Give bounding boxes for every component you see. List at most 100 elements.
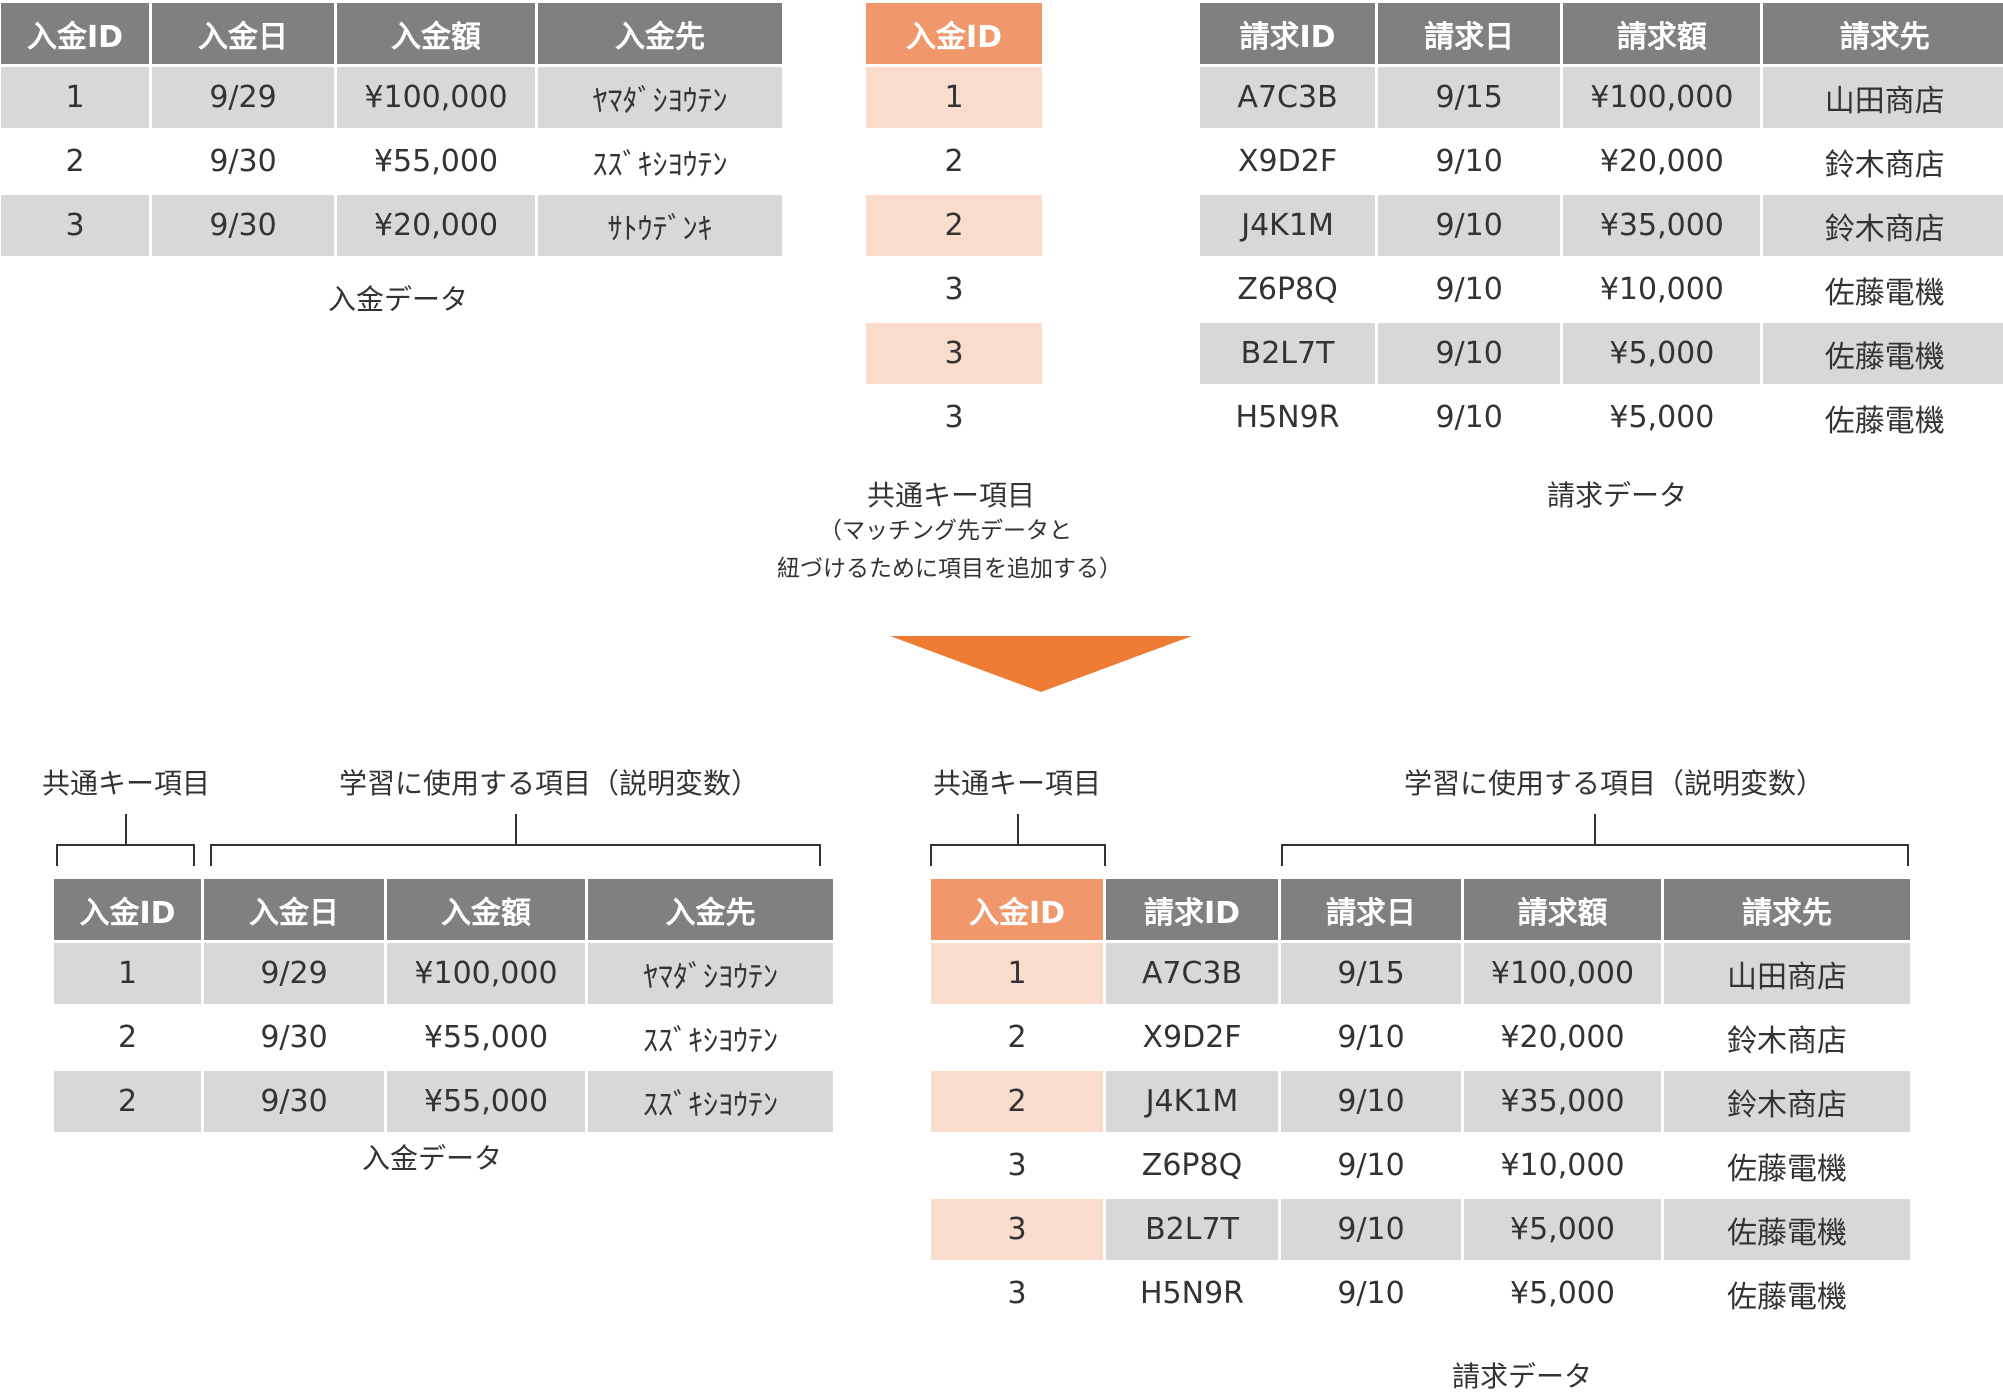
bottom-invoice-table: 入金ID 請求ID 請求日 請求額 請求先 1 A7C3B 9/15 ¥100,… <box>928 876 1913 1327</box>
bottom-invoice-features-label: 学習に使用する項目（説明変数） <box>1404 767 1825 800</box>
table-row: 3 Z6P8Q 9/10 ¥10,000 佐藤電機 <box>931 1135 1910 1196</box>
column-header: 請求先 <box>1763 3 2003 64</box>
table-cell: ﾔﾏﾀﾞｼﾖｳﾃﾝ <box>538 67 782 128</box>
table-cell: 9/29 <box>204 943 384 1004</box>
table-cell: 3 <box>1 195 149 256</box>
table-cell: 鈴木商店 <box>1664 1007 1910 1068</box>
table-cell: ¥55,000 <box>337 131 535 192</box>
table-row: 2 9/30 ¥55,000 ｽｽﾞｷｼﾖｳﾃﾝ <box>54 1007 833 1068</box>
table-cell: ¥55,000 <box>387 1007 585 1068</box>
table-cell: 山田商店 <box>1763 67 2003 128</box>
table-cell: 9/10 <box>1281 1007 1461 1068</box>
table-row: 3 <box>866 323 1042 384</box>
table-cell: 9/10 <box>1378 131 1561 192</box>
table-row: 2 J4K1M 9/10 ¥35,000 鈴木商店 <box>931 1071 1910 1132</box>
table-cell: ¥20,000 <box>1464 1007 1661 1068</box>
table-cell: 佐藤電機 <box>1664 1263 1910 1324</box>
table-cell: 9/10 <box>1281 1135 1461 1196</box>
top-payment-table: 入金ID 入金日 入金額 入金先 1 9/29 ¥100,000 ﾔﾏﾀﾞｼﾖｳ… <box>0 0 785 259</box>
table-cell: 3 <box>866 323 1042 384</box>
column-header: 入金日 <box>152 3 334 64</box>
table-cell: 佐藤電機 <box>1763 259 2003 320</box>
table-cell: ¥20,000 <box>1563 131 1761 192</box>
table-cell: 2 <box>54 1071 201 1132</box>
table-row: B2L7T 9/10 ¥5,000 佐藤電機 <box>1200 323 2003 384</box>
table-header-row: 入金ID <box>866 3 1042 64</box>
table-cell: 2 <box>1 131 149 192</box>
table-header-row: 入金ID 入金日 入金額 入金先 <box>54 879 833 940</box>
column-header: 入金額 <box>387 879 585 940</box>
table-row: 1 9/29 ¥100,000 ﾔﾏﾀﾞｼﾖｳﾃﾝ <box>1 67 782 128</box>
table-cell: 2 <box>866 195 1042 256</box>
table-cell: B2L7T <box>1200 323 1376 384</box>
top-payment-caption: 入金データ <box>328 283 469 316</box>
table-cell: 9/10 <box>1281 1199 1461 1260</box>
table-cell: 3 <box>931 1135 1103 1196</box>
table-cell: ¥5,000 <box>1464 1263 1661 1324</box>
table-cell: B2L7T <box>1106 1199 1278 1260</box>
bottom-payment-caption: 入金データ <box>362 1142 503 1175</box>
features-bracket <box>210 814 821 866</box>
column-header: 入金ID <box>931 879 1103 940</box>
column-header: 入金先 <box>588 879 833 940</box>
table-row: 2 X9D2F 9/10 ¥20,000 鈴木商店 <box>931 1007 1910 1068</box>
table-cell: ｽｽﾞｷｼﾖｳﾃﾝ <box>588 1071 833 1132</box>
column-header: 請求先 <box>1664 879 1910 940</box>
table-cell: ｻﾄｳﾃﾞﾝｷ <box>538 195 782 256</box>
table-row: 2 9/30 ¥55,000 ｽｽﾞｷｼﾖｳﾃﾝ <box>1 131 782 192</box>
table-cell: ¥20,000 <box>337 195 535 256</box>
table-row: H5N9R 9/10 ¥5,000 佐藤電機 <box>1200 387 2003 448</box>
column-header: 請求額 <box>1563 3 1761 64</box>
table-cell: 9/10 <box>1281 1263 1461 1324</box>
top-invoice-caption: 請求データ <box>1547 479 1688 512</box>
top-key-caption: 共通キー項目 <box>867 479 1036 512</box>
table-row: Z6P8Q 9/10 ¥10,000 佐藤電機 <box>1200 259 2003 320</box>
table-cell: 9/29 <box>152 67 334 128</box>
table-cell: J4K1M <box>1106 1071 1278 1132</box>
table-cell: 9/10 <box>1378 387 1561 448</box>
table-cell: ¥100,000 <box>387 943 585 1004</box>
table-cell: 1 <box>931 943 1103 1004</box>
table-cell: Z6P8Q <box>1106 1135 1278 1196</box>
table-cell: 鈴木商店 <box>1763 195 2003 256</box>
table-cell: ¥10,000 <box>1563 259 1761 320</box>
table-cell: ﾔﾏﾀﾞｼﾖｳﾃﾝ <box>588 943 833 1004</box>
table-cell: 9/30 <box>204 1007 384 1068</box>
bottom-invoice-caption: 請求データ <box>1452 1360 1593 1393</box>
table-cell: 3 <box>931 1263 1103 1324</box>
table-cell: 3 <box>931 1199 1103 1260</box>
table-cell: ¥100,000 <box>1563 67 1761 128</box>
table-cell: 2 <box>54 1007 201 1068</box>
table-cell: 佐藤電機 <box>1763 387 2003 448</box>
table-row: 3 9/30 ¥20,000 ｻﾄｳﾃﾞﾝｷ <box>1 195 782 256</box>
table-cell: ¥100,000 <box>1464 943 1661 1004</box>
table-cell: 3 <box>866 387 1042 448</box>
table-cell: ¥100,000 <box>337 67 535 128</box>
top-key-note-line2: 紐づけるために項目を追加する） <box>777 556 1122 582</box>
table-cell: 2 <box>931 1007 1103 1068</box>
table-cell: 佐藤電機 <box>1664 1199 1910 1260</box>
table-cell: ¥35,000 <box>1563 195 1761 256</box>
table-cell: Z6P8Q <box>1200 259 1376 320</box>
column-header: 入金日 <box>204 879 384 940</box>
table-cell: 9/10 <box>1378 195 1561 256</box>
table-cell: 9/10 <box>1378 323 1561 384</box>
bottom-payment-table: 入金ID 入金日 入金額 入金先 1 9/29 ¥100,000 ﾔﾏﾀﾞｼﾖｳ… <box>51 876 836 1135</box>
table-row: 1 <box>866 67 1042 128</box>
table-row: J4K1M 9/10 ¥35,000 鈴木商店 <box>1200 195 2003 256</box>
column-header: 請求ID <box>1200 3 1376 64</box>
table-cell: 9/15 <box>1281 943 1461 1004</box>
table-row: 2 9/30 ¥55,000 ｽｽﾞｷｼﾖｳﾃﾝ <box>54 1071 833 1132</box>
column-header: 入金ID <box>866 3 1042 64</box>
table-header-row: 入金ID 入金日 入金額 入金先 <box>1 3 782 64</box>
column-header: 請求ID <box>1106 879 1278 940</box>
table-cell: ¥35,000 <box>1464 1071 1661 1132</box>
table-row: 3 <box>866 259 1042 320</box>
table-cell: 1 <box>866 67 1042 128</box>
table-cell: 9/30 <box>204 1071 384 1132</box>
table-cell: ¥55,000 <box>387 1071 585 1132</box>
table-row: 3 <box>866 387 1042 448</box>
table-cell: 2 <box>931 1071 1103 1132</box>
table-cell: A7C3B <box>1106 943 1278 1004</box>
table-cell: ¥5,000 <box>1563 387 1761 448</box>
